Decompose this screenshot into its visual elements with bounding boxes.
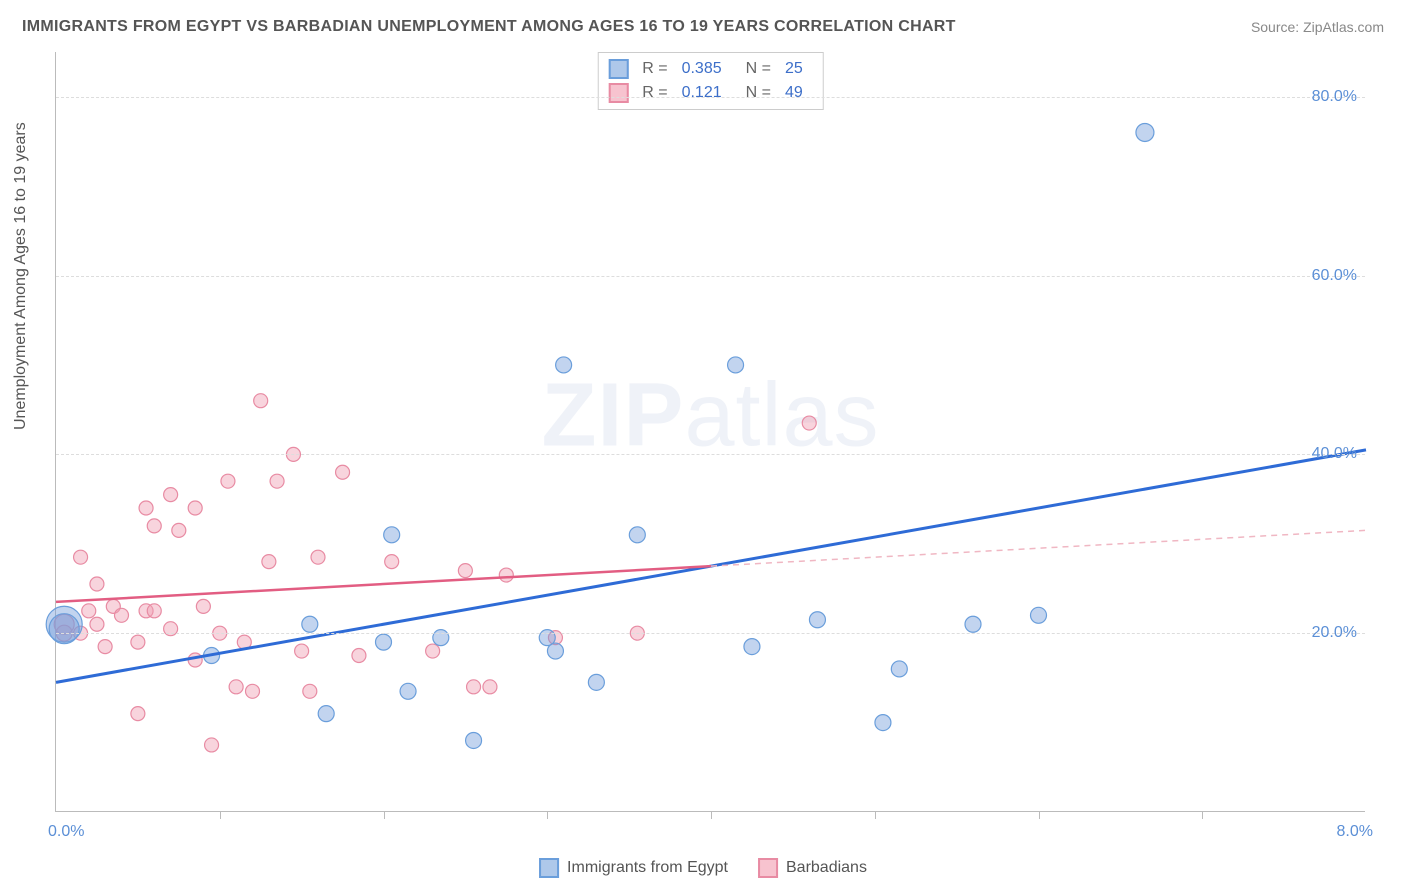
legend-label-barbadian: Barbadians [786, 859, 867, 877]
data-point [131, 707, 145, 721]
chart-title: IMMIGRANTS FROM EGYPT VS BARBADIAN UNEMP… [22, 18, 956, 36]
plot-area: ZIPatlas R = 0.385 N = 25 R = 0.121 N = … [55, 52, 1365, 812]
x-tick [711, 811, 712, 819]
data-point [744, 639, 760, 655]
data-point [809, 612, 825, 628]
data-point [196, 599, 210, 613]
data-point [270, 474, 284, 488]
grid-line [56, 633, 1365, 634]
data-point [376, 634, 392, 650]
data-point [467, 680, 481, 694]
data-point [458, 564, 472, 578]
y-tick-label: 20.0% [1312, 624, 1357, 642]
y-tick-label: 60.0% [1312, 267, 1357, 285]
chart-svg [56, 52, 1365, 811]
data-point [384, 527, 400, 543]
x-tick-label: 0.0% [48, 823, 84, 841]
y-tick-label: 40.0% [1312, 445, 1357, 463]
data-point [400, 683, 416, 699]
data-point [205, 738, 219, 752]
data-point [254, 394, 268, 408]
legend-label-egypt: Immigrants from Egypt [567, 859, 728, 877]
source-citation: Source: ZipAtlas.com [1251, 19, 1384, 35]
legend-swatch-icon [539, 858, 559, 878]
x-tick [1202, 811, 1203, 819]
data-point [629, 527, 645, 543]
data-point [352, 649, 366, 663]
data-point [147, 519, 161, 533]
source-link[interactable]: ZipAtlas.com [1303, 19, 1384, 35]
data-point [49, 614, 79, 644]
data-point [302, 616, 318, 632]
data-point [74, 550, 88, 564]
grid-line [56, 454, 1365, 455]
data-point [139, 501, 153, 515]
x-tick [875, 811, 876, 819]
x-tick [220, 811, 221, 819]
data-point [188, 501, 202, 515]
source-prefix: Source: [1251, 19, 1303, 35]
data-point [1136, 123, 1154, 141]
data-point [385, 555, 399, 569]
legend-item-egypt: Immigrants from Egypt [539, 858, 728, 878]
data-point [483, 680, 497, 694]
data-point [588, 674, 604, 690]
data-point [426, 644, 440, 658]
data-point [90, 617, 104, 631]
data-point [221, 474, 235, 488]
data-point [556, 357, 572, 373]
data-point [891, 661, 907, 677]
data-point [147, 604, 161, 618]
data-point [728, 357, 744, 373]
data-point [115, 608, 129, 622]
data-point [262, 555, 276, 569]
title-bar: IMMIGRANTS FROM EGYPT VS BARBADIAN UNEMP… [22, 18, 1384, 36]
data-point [98, 640, 112, 654]
data-point [875, 715, 891, 731]
data-point [499, 568, 513, 582]
legend-swatch-icon [758, 858, 778, 878]
x-tick [547, 811, 548, 819]
data-point [802, 416, 816, 430]
series-legend: Immigrants from Egypt Barbadians [539, 858, 867, 878]
data-point [246, 684, 260, 698]
data-point [90, 577, 104, 591]
data-point [547, 643, 563, 659]
data-point [172, 523, 186, 537]
x-tick [384, 811, 385, 819]
data-point [303, 684, 317, 698]
legend-item-barbadian: Barbadians [758, 858, 867, 878]
data-point [965, 616, 981, 632]
data-point [433, 630, 449, 646]
data-point [164, 488, 178, 502]
data-point [82, 604, 96, 618]
data-point [336, 465, 350, 479]
y-axis-label: Unemployment Among Ages 16 to 19 years [12, 122, 30, 430]
grid-line [56, 276, 1365, 277]
data-point [295, 644, 309, 658]
data-point [131, 635, 145, 649]
data-point [311, 550, 325, 564]
data-point [466, 732, 482, 748]
data-point [1031, 607, 1047, 623]
data-point [318, 706, 334, 722]
x-tick-label: 8.0% [1337, 823, 1373, 841]
data-point [229, 680, 243, 694]
grid-line [56, 97, 1365, 98]
x-tick [1039, 811, 1040, 819]
y-tick-label: 80.0% [1312, 88, 1357, 106]
